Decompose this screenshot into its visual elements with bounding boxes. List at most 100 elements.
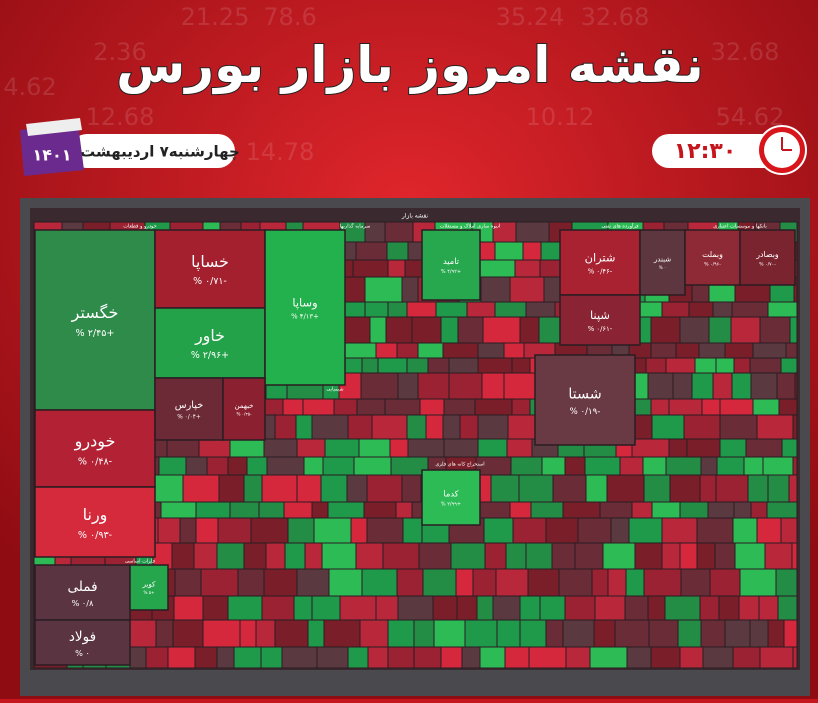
filler-tile — [792, 456, 798, 476]
filler-tile — [519, 316, 540, 344]
filler-tile — [789, 316, 798, 344]
filler-tile — [503, 372, 537, 400]
filler-tile — [564, 456, 586, 476]
filler-tile — [479, 259, 516, 278]
tile-label: کویر — [142, 581, 156, 589]
background-numbers: 35.24 32.68 21.25 78.6 2.36 4.62 12.68 10.12 14.… — [3, 3, 784, 166]
sector-label: استخراج کانه های فلزی — [435, 462, 484, 468]
filler-tile — [707, 501, 735, 519]
sector-labels: خودرو و قطعات سرمایه گذاریها انبوه سازی ام… — [123, 223, 766, 565]
title: نقشه امروز بازار بورس — [116, 36, 703, 95]
filler-tile — [150, 474, 184, 503]
filler-tile — [714, 542, 736, 570]
filler-tile — [200, 568, 239, 597]
filler-tile — [385, 316, 413, 344]
tile — [34, 409, 156, 488]
filler-tile — [243, 474, 263, 503]
filler-tile — [347, 646, 369, 669]
filler-tile — [355, 542, 384, 570]
filler-tile — [515, 221, 550, 243]
filler-tile — [422, 568, 457, 597]
tile-label: وساپا — [292, 295, 317, 310]
tile — [421, 469, 481, 526]
filler-tile — [758, 595, 779, 621]
background-number: 4.62 — [3, 73, 56, 101]
filler-tile — [369, 316, 387, 344]
background-number: 21.25 — [181, 3, 250, 31]
filler-tile — [626, 646, 652, 669]
filler-tile — [606, 474, 645, 503]
filler-tile — [495, 568, 529, 597]
background-number: 32.68 — [581, 3, 650, 31]
filler-tile — [631, 501, 653, 519]
filler-tile — [661, 517, 698, 544]
filler-tile — [643, 474, 671, 503]
filler-tile — [661, 301, 690, 318]
filler-tile — [366, 474, 403, 503]
tile-label: ورنا — [83, 505, 108, 525]
filler-tile — [461, 646, 481, 669]
filler-tile — [160, 501, 197, 519]
filler-tile — [255, 619, 276, 648]
filler-tile — [691, 372, 714, 400]
filler-tile — [263, 438, 298, 458]
filler-tile — [519, 619, 547, 648]
tile-change: % ۰/۷۱- — [193, 276, 227, 287]
filler-tile — [442, 414, 461, 440]
tile-change: % ۰/۹۳- — [78, 530, 112, 541]
filler-tile — [258, 501, 285, 519]
filler-tile — [396, 342, 419, 359]
filler-tile — [577, 517, 612, 544]
filler-tile — [202, 595, 229, 621]
filler-tile — [293, 595, 313, 621]
filler-tile — [466, 301, 496, 318]
tile-change: % ۰/۸ — [72, 598, 94, 608]
year: ۱۴۰۱ — [32, 146, 71, 165]
sector-label: بانکها و موسسات اعتباری — [713, 224, 766, 230]
filler-tile — [284, 542, 306, 570]
filler-tile — [406, 357, 429, 374]
tile — [222, 377, 266, 441]
filler-tile — [218, 474, 245, 503]
filler-tile — [448, 372, 483, 400]
filler-tile — [425, 414, 444, 440]
filler-tile — [591, 568, 609, 597]
tile-change: % ۰/۷۰- — [759, 261, 776, 267]
filler-tile — [599, 501, 633, 519]
filler-tile — [172, 619, 204, 648]
filler-tile — [243, 542, 267, 570]
filler-tile — [522, 241, 542, 261]
filler-tile — [171, 542, 195, 570]
filler-tile — [384, 398, 421, 416]
tile — [154, 307, 266, 379]
filler-tile — [246, 456, 268, 476]
filler-tile — [739, 568, 777, 597]
filler-tile — [296, 568, 330, 597]
filler-tile — [479, 646, 506, 669]
filler-tile — [173, 595, 204, 621]
tile — [684, 229, 741, 286]
filler-tile — [366, 517, 404, 544]
tile-label: خبهمن — [234, 402, 253, 410]
time-pill — [652, 134, 787, 168]
tile-change: % ۰/۰۴+ — [177, 414, 201, 420]
filler-tile — [185, 456, 208, 476]
filler-tile — [382, 542, 420, 570]
filler-tile — [217, 517, 252, 544]
filler-tile — [167, 646, 196, 669]
filler-tile — [643, 568, 682, 597]
filler-tile — [791, 542, 798, 570]
filler-tile — [503, 342, 525, 359]
tile-change: % ۰/۴۶- — [588, 268, 613, 276]
filler-tile — [360, 372, 399, 400]
filler-tile — [490, 474, 520, 503]
filler-tile — [696, 517, 734, 544]
filler-tile — [359, 619, 389, 648]
filler-tile — [327, 501, 365, 519]
filler-tile — [696, 542, 716, 570]
filler-tile — [401, 276, 419, 303]
filler-tile — [296, 474, 322, 503]
filler-tile — [265, 542, 286, 570]
filler-tile — [303, 456, 324, 476]
tile — [534, 354, 636, 446]
